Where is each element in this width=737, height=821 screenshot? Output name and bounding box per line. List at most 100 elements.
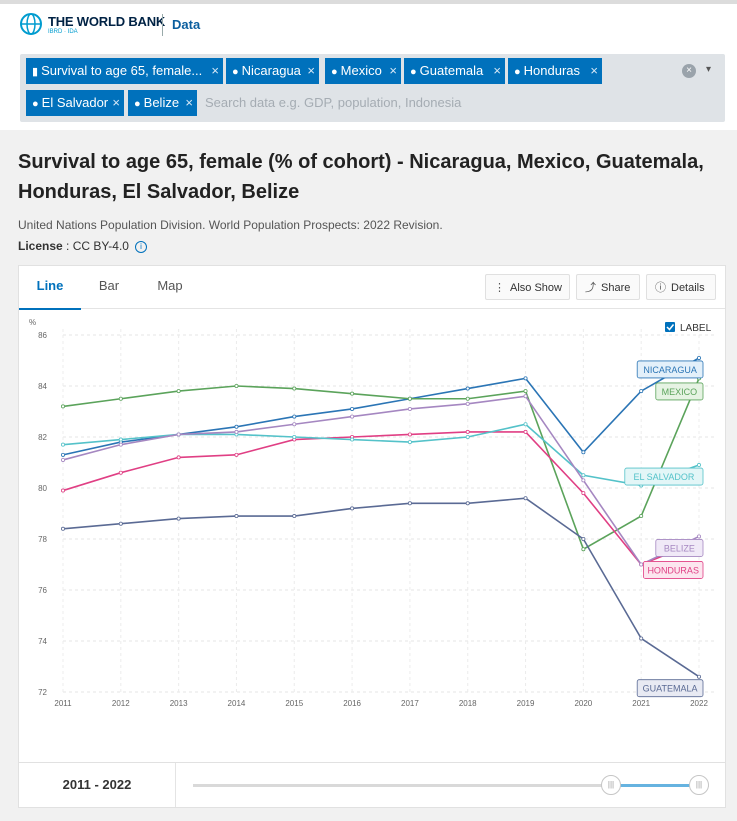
data-point-mexico[interactable] [118,396,123,401]
data-point-mexico[interactable] [61,404,66,409]
data-point-mexico[interactable] [523,389,528,394]
details-button[interactable]: ⓘ Details [646,274,716,300]
tab-bar[interactable]: Bar [98,278,120,293]
data-point-guatemala[interactable] [61,526,66,531]
page-title: Survival to age 65, female (% of cohort)… [18,151,704,203]
label-checkbox[interactable] [665,322,675,332]
data-point-mexico[interactable] [234,384,239,389]
data-point-belize[interactable] [176,432,181,437]
data-point-nicaragua[interactable] [234,424,239,429]
data-point-belize[interactable] [61,457,66,462]
data-point-guatemala[interactable] [350,506,355,511]
data-point-nicaragua[interactable] [697,355,702,360]
data-point-mexico[interactable] [465,396,470,401]
data-point-belize[interactable] [350,414,355,419]
label-toggle[interactable]: LABEL [665,322,712,334]
data-point-honduras[interactable] [523,429,528,434]
remove-icon[interactable]: × [389,63,397,78]
also-show-button[interactable]: ⋮ Also Show [485,274,570,300]
chip-country-guatemala[interactable]: ● Guatemala × [404,58,505,84]
data-point-guatemala[interactable] [465,501,470,506]
chip-country-el-salvador[interactable]: ● El Salvador × [26,90,124,116]
chip-indicator[interactable]: ▮ Survival to age 65, female... × [26,58,223,84]
slider-handle-start[interactable]: ||| [601,775,621,795]
data-point-guatemala[interactable] [523,496,528,501]
remove-icon[interactable]: × [112,95,120,110]
data-point-honduras[interactable] [61,488,66,493]
data-point-el-salvador[interactable] [697,463,702,468]
remove-icon[interactable]: × [185,95,193,110]
data-point-mexico[interactable] [407,396,412,401]
data-point-mexico[interactable] [581,547,586,552]
data-point-guatemala[interactable] [118,521,123,526]
data-point-mexico[interactable] [292,386,297,391]
data-point-belize[interactable] [118,442,123,447]
data-point-honduras[interactable] [234,452,239,457]
data-point-belize[interactable] [234,429,239,434]
data-point-honduras[interactable] [176,455,181,460]
world-bank-globe-icon[interactable] [20,13,42,35]
data-point-belize[interactable] [292,422,297,427]
remove-icon[interactable]: × [307,63,315,78]
series-line-honduras[interactable] [62,431,700,566]
data-section-link[interactable]: Data [172,17,201,32]
data-point-nicaragua[interactable] [523,376,528,381]
data-point-guatemala[interactable] [407,501,412,506]
data-point-honduras[interactable] [118,470,123,475]
data-point-guatemala[interactable] [176,516,181,521]
data-point-mexico[interactable] [350,391,355,396]
slider-handle-end[interactable]: ||| [689,775,709,795]
data-point-honduras[interactable] [581,491,586,496]
data-point-nicaragua[interactable] [581,450,586,455]
data-point-el-salvador[interactable] [407,440,412,445]
data-point-nicaragua[interactable] [350,406,355,411]
data-point-nicaragua[interactable] [465,386,470,391]
data-point-el-salvador[interactable] [523,422,528,427]
data-point-el-salvador[interactable] [61,442,66,447]
data-point-el-salvador[interactable] [350,437,355,442]
data-point-honduras[interactable] [465,429,470,434]
clear-all-icon[interactable]: × [682,64,696,78]
remove-icon[interactable]: × [211,63,219,78]
logo-title[interactable]: THE WORLD BANK [48,14,166,29]
data-point-guatemala[interactable] [697,674,702,679]
tab-map[interactable]: Map [157,278,183,293]
chip-country-mexico[interactable]: ● Mexico × [325,58,401,84]
data-point-guatemala[interactable] [581,536,586,541]
data-point-el-salvador[interactable] [581,473,586,478]
year-range-slider[interactable]: ||| ||| [193,775,709,795]
series-line-guatemala[interactable] [62,497,700,678]
data-point-el-salvador[interactable] [465,435,470,440]
series-line-belize[interactable] [62,395,700,566]
series-line-el-salvador[interactable] [62,423,700,487]
data-point-el-salvador[interactable] [118,437,123,442]
chip-country-belize[interactable]: ● Belize × [128,90,197,116]
share-button[interactable]: ⤴ Share [576,274,640,300]
search-input[interactable]: Search data e.g. GDP, population, Indone… [205,95,462,110]
info-icon[interactable]: i [134,240,147,253]
data-point-belize[interactable] [407,406,412,411]
data-point-belize[interactable] [465,401,470,406]
license: License : CC BY-4.0 i [18,239,147,253]
data-point-el-salvador[interactable] [292,435,297,440]
data-point-guatemala[interactable] [292,514,297,519]
remove-icon[interactable]: × [590,63,598,78]
chip-country-honduras[interactable]: ● Honduras × [508,58,602,84]
data-point-honduras[interactable] [407,432,412,437]
data-point-nicaragua[interactable] [61,452,66,457]
data-point-mexico[interactable] [176,389,181,394]
data-point-guatemala[interactable] [234,514,239,519]
data-point-belize[interactable] [697,534,702,539]
tab-line[interactable]: Line [19,266,81,310]
series-line-mexico[interactable] [62,378,700,551]
chevron-down-icon[interactable]: ▾ [706,64,712,75]
data-point-belize[interactable] [581,478,586,483]
data-point-belize[interactable] [523,394,528,399]
remove-icon[interactable]: × [493,63,501,78]
chip-country-nicaragua[interactable]: ● Nicaragua × [226,58,319,84]
data-point-guatemala[interactable] [639,636,644,641]
data-point-nicaragua[interactable] [292,414,297,419]
data-point-belize[interactable] [639,562,644,567]
data-point-nicaragua[interactable] [639,389,644,394]
data-point-mexico[interactable] [639,514,644,519]
